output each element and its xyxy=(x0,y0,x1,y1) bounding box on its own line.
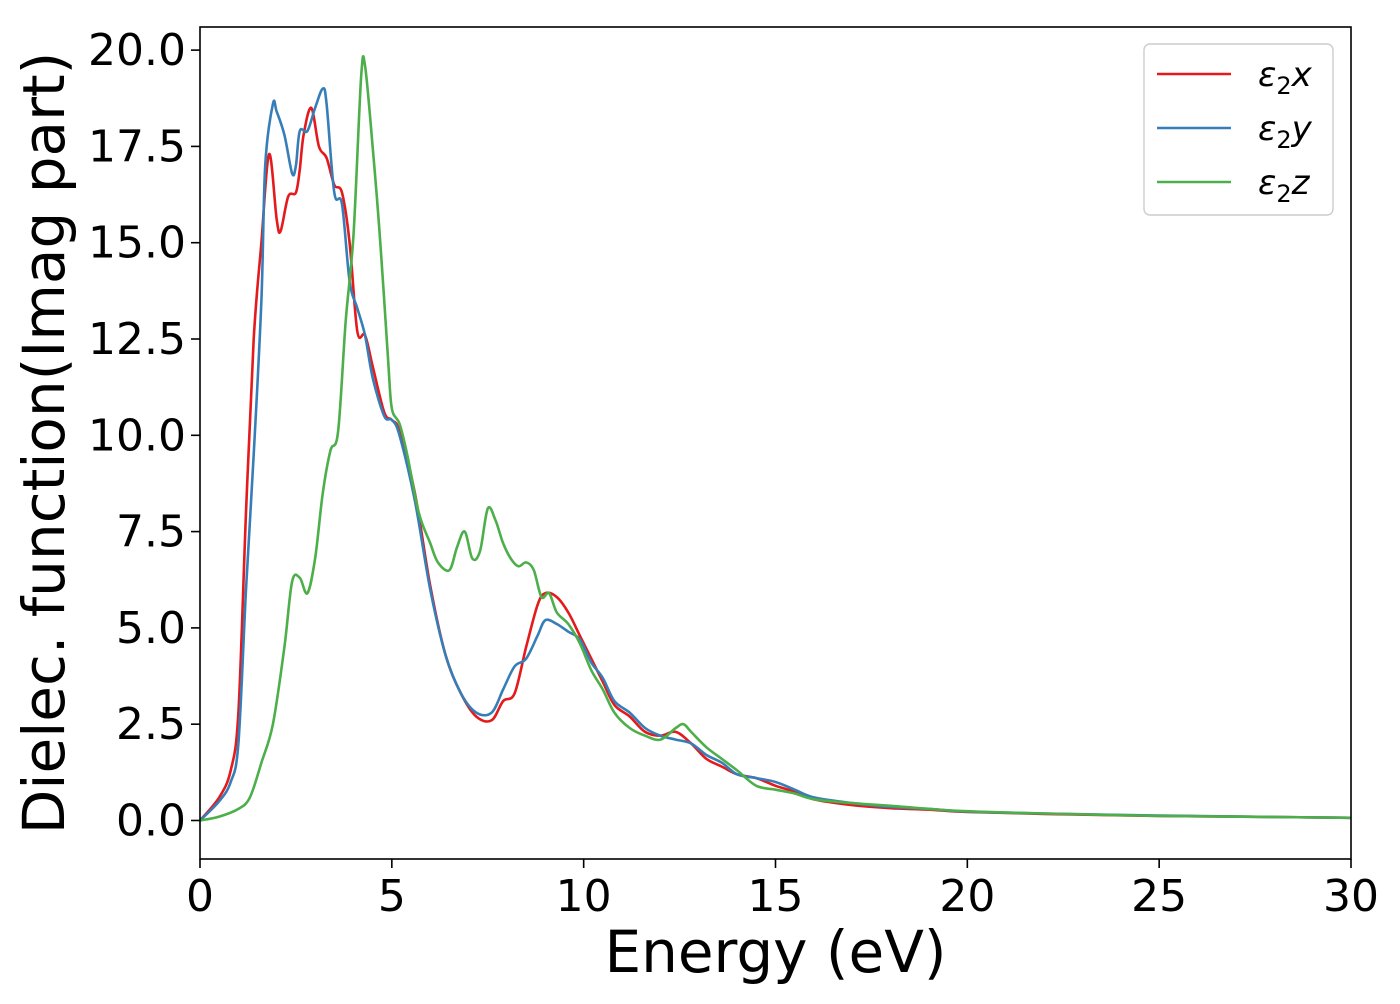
legend-label-base: ε xyxy=(1258,163,1276,203)
legend-label-subscript: 2 xyxy=(1276,180,1291,208)
series-layer xyxy=(200,55,1351,822)
x-tick-label: 30 xyxy=(1323,871,1379,922)
x-tick-label: 20 xyxy=(939,871,995,922)
legend-label-subscript: 2 xyxy=(1276,126,1291,154)
tick-layer: 0 5 10 15 20 25 30 0.0 2.5 5.0 7.5 10.0 12.5 15.0 17.5… xyxy=(88,25,1379,922)
x-tick-label: 10 xyxy=(556,871,612,922)
y-tick-label: 2.5 xyxy=(116,699,186,750)
series-line-y xyxy=(200,87,1351,822)
series-line-x xyxy=(200,106,1351,822)
legend-label-y: ε2y xyxy=(1258,109,1313,154)
y-tick-label: 17.5 xyxy=(88,121,186,172)
x-tick-label: 0 xyxy=(186,871,214,922)
legend-label-base: ε xyxy=(1258,55,1276,95)
x-tick-label: 5 xyxy=(378,871,406,922)
x-tick-label: 25 xyxy=(1131,871,1187,922)
x-axis-title: Energy (eV) xyxy=(604,918,946,986)
y-tick-label: 10.0 xyxy=(88,410,186,461)
legend-label-z: ε2z xyxy=(1258,163,1311,208)
y-tick-label: 12.5 xyxy=(88,314,186,365)
y-axis-title: Dielec. function(Imag part) xyxy=(10,52,78,835)
y-tick-label: 20.0 xyxy=(88,25,186,76)
legend-label-tail: x xyxy=(1291,55,1313,95)
legend-box xyxy=(1143,43,1334,216)
y-tick-label: 0.0 xyxy=(116,795,186,846)
y-tick-label: 15.0 xyxy=(88,218,186,269)
y-tick-label: 5.0 xyxy=(116,603,186,654)
x-tick-label: 15 xyxy=(748,871,804,922)
legend-label-tail: z xyxy=(1291,163,1311,203)
legend-label-base: ε xyxy=(1258,109,1276,149)
legend-label-x: ε2x xyxy=(1258,55,1313,100)
series-line-z xyxy=(200,55,1351,822)
y-tick-label: 7.5 xyxy=(116,507,186,558)
legend-label-tail: y xyxy=(1291,109,1313,149)
legend-label-subscript: 2 xyxy=(1276,72,1291,100)
